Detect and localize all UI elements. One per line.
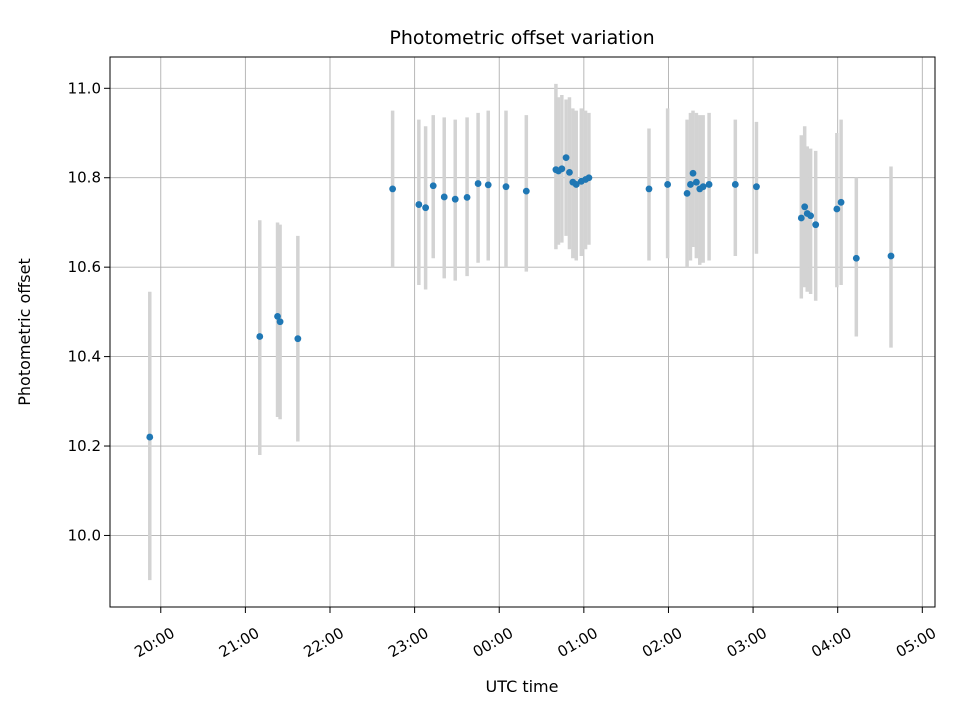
y-tick-label: 11.0 (68, 79, 101, 97)
x-tick-label: 21:00 (216, 624, 262, 661)
data-point (389, 185, 397, 193)
data-point (887, 252, 895, 260)
x-tick-label: 20:00 (131, 624, 177, 661)
y-tick-label: 10.6 (68, 258, 101, 276)
data-point (558, 165, 566, 173)
x-tick-label: 01:00 (554, 624, 600, 661)
x-tick-label: 03:00 (724, 624, 770, 661)
data-point (664, 181, 672, 188)
data-layer (146, 83, 895, 581)
data-point (753, 183, 760, 191)
x-tick-label: 23:00 (385, 624, 431, 661)
y-tick-label: 10.0 (68, 526, 101, 544)
y-axis-label: Photometric offset (15, 258, 34, 406)
x-axis-label: UTC time (486, 677, 559, 696)
data-point (256, 333, 264, 340)
data-point (562, 154, 570, 162)
x-tick-label: 04:00 (808, 624, 854, 661)
data-point (687, 181, 694, 188)
data-point (572, 181, 580, 188)
data-point (852, 254, 860, 262)
data-point (645, 185, 653, 193)
data-point (797, 214, 805, 222)
data-point (415, 201, 423, 208)
data-point (699, 183, 707, 191)
data-point (705, 181, 713, 188)
data-point (522, 187, 530, 195)
data-point (566, 168, 573, 176)
data-point (833, 205, 841, 213)
data-point (689, 169, 697, 177)
data-point (146, 433, 154, 441)
data-point (276, 318, 284, 326)
grid-layer (110, 57, 935, 607)
data-point (451, 195, 459, 203)
chart-title: Photometric offset variation (389, 27, 654, 49)
plot-border (109, 56, 936, 608)
data-point (585, 174, 593, 182)
x-tick-label: 05:00 (893, 624, 939, 661)
x-tick-label: 00:00 (470, 624, 516, 661)
data-point (502, 183, 510, 191)
data-point (692, 178, 700, 186)
data-point (440, 193, 448, 201)
data-point (484, 181, 492, 189)
data-point (274, 312, 281, 320)
x-tick-label: 22:00 (301, 624, 347, 661)
y-tick-label: 10.4 (68, 348, 101, 366)
data-point (807, 212, 815, 220)
data-point (463, 194, 471, 201)
data-point (422, 204, 430, 212)
y-tick-label: 10.8 (68, 169, 101, 187)
data-point (801, 203, 809, 211)
data-point (294, 335, 302, 343)
data-point (429, 182, 437, 190)
data-point (683, 189, 691, 197)
x-tick-label: 02:00 (639, 624, 685, 661)
data-point (837, 198, 845, 206)
data-point (474, 180, 482, 187)
data-point (731, 181, 739, 188)
data-point (812, 221, 820, 229)
y-tick-label: 10.2 (68, 437, 101, 455)
